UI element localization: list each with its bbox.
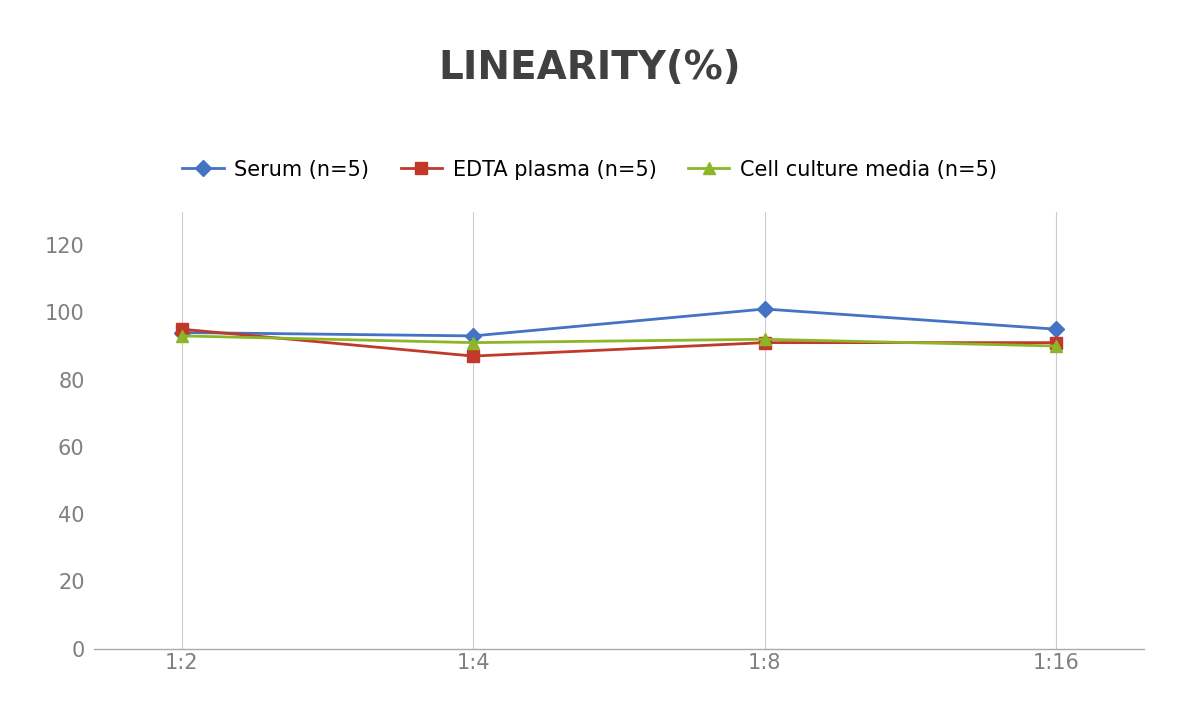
Line: EDTA plasma (n=5): EDTA plasma (n=5) [176, 324, 1062, 362]
Serum (n=5) [466, 331, 480, 340]
Serum (n=5) [758, 305, 772, 313]
Text: LINEARITY(%): LINEARITY(%) [439, 49, 740, 87]
Line: Cell culture media (n=5): Cell culture media (n=5) [176, 331, 1062, 352]
Line: Serum (n=5): Serum (n=5) [176, 303, 1062, 341]
EDTA plasma (n=5) [174, 325, 189, 333]
Cell culture media (n=5) [466, 338, 480, 347]
EDTA plasma (n=5) [1049, 338, 1063, 347]
Serum (n=5) [1049, 325, 1063, 333]
Cell culture media (n=5) [1049, 342, 1063, 350]
EDTA plasma (n=5) [466, 352, 480, 360]
Cell culture media (n=5) [758, 335, 772, 343]
Cell culture media (n=5) [174, 331, 189, 340]
EDTA plasma (n=5) [758, 338, 772, 347]
Legend: Serum (n=5), EDTA plasma (n=5), Cell culture media (n=5): Serum (n=5), EDTA plasma (n=5), Cell cul… [173, 152, 1006, 188]
Serum (n=5) [174, 329, 189, 337]
